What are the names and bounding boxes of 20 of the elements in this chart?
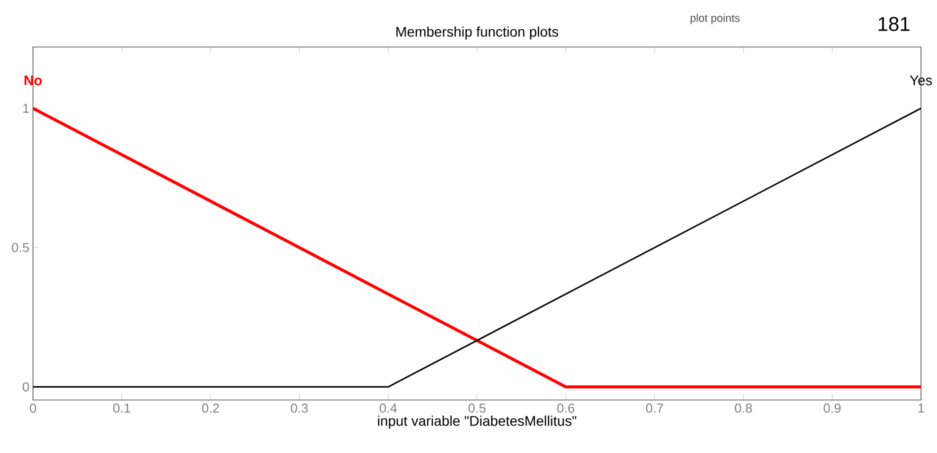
x-tick-label: 0.2 [202,404,219,413]
x-tick-label: 0.4 [380,404,397,413]
x-axis-title: input variable "DiabetesMellitus" [378,416,576,429]
x-tick-label: 0 [30,404,36,413]
text: 181 [878,16,910,32]
x-tick-label: 0.1 [113,404,130,413]
y-tick-label: 0.5 [12,242,29,252]
text: plot points [690,14,740,24]
x-tick-label: 0.7 [646,404,663,413]
x-tick-label: 1 [918,404,924,412]
x-tick-label: 0.3 [290,404,308,413]
series-label: Yes [910,76,932,86]
x-tick-label: 0.9 [824,404,841,413]
y-tick-label: 1 [23,104,29,113]
x-tick-label: 0.8 [734,404,752,413]
y-tick-label: 0 [22,382,29,392]
chart-title: Membership function plots [396,26,558,40]
x-tick-label: 0.5 [468,404,486,413]
series-label: No [24,76,42,86]
x-tick-label: 0.6 [557,404,574,413]
